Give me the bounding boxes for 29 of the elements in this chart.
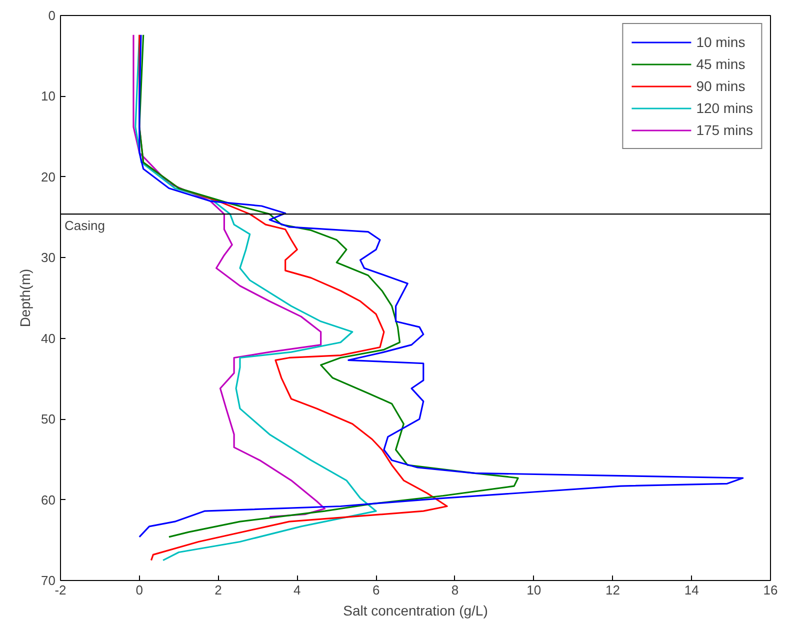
y-tick-label: 20 <box>41 169 56 184</box>
line-series <box>138 34 448 562</box>
x-tick-label: 10 <box>526 582 542 598</box>
x-tick-label: 6 <box>372 582 380 598</box>
line-series <box>132 34 326 518</box>
x-tick-label: -2 <box>54 582 66 598</box>
y-tick-label: 70 <box>41 573 56 588</box>
x-tick-label: 16 <box>763 582 778 598</box>
legend-label: 10 mins <box>696 34 746 50</box>
y-tick-label: 50 <box>41 412 56 427</box>
ref-line-label: Casing <box>64 218 105 234</box>
line-series <box>138 34 519 538</box>
x-tick-label: 2 <box>214 582 222 598</box>
y-axis-title: Depth(m) <box>17 268 34 328</box>
legend-label: 45 mins <box>696 56 746 72</box>
x-tick-label: 12 <box>605 582 620 598</box>
legend-label: 120 mins <box>696 100 753 116</box>
legend-label: 175 mins <box>696 122 753 138</box>
x-tick-label: 4 <box>294 582 301 598</box>
y-tick-label: 30 <box>41 250 56 266</box>
y-tick-label: 60 <box>41 492 56 508</box>
x-tick-label: 0 <box>136 582 144 598</box>
x-tick-label: 14 <box>684 582 699 598</box>
x-tick-label: 8 <box>451 582 459 598</box>
y-tick-label: 40 <box>41 330 56 346</box>
y-tick-label: 0 <box>48 8 56 23</box>
y-tick-label: 10 <box>41 88 56 104</box>
legend-label: 90 mins <box>696 78 746 94</box>
x-axis-title: Salt concentration (g/L) <box>343 602 488 618</box>
